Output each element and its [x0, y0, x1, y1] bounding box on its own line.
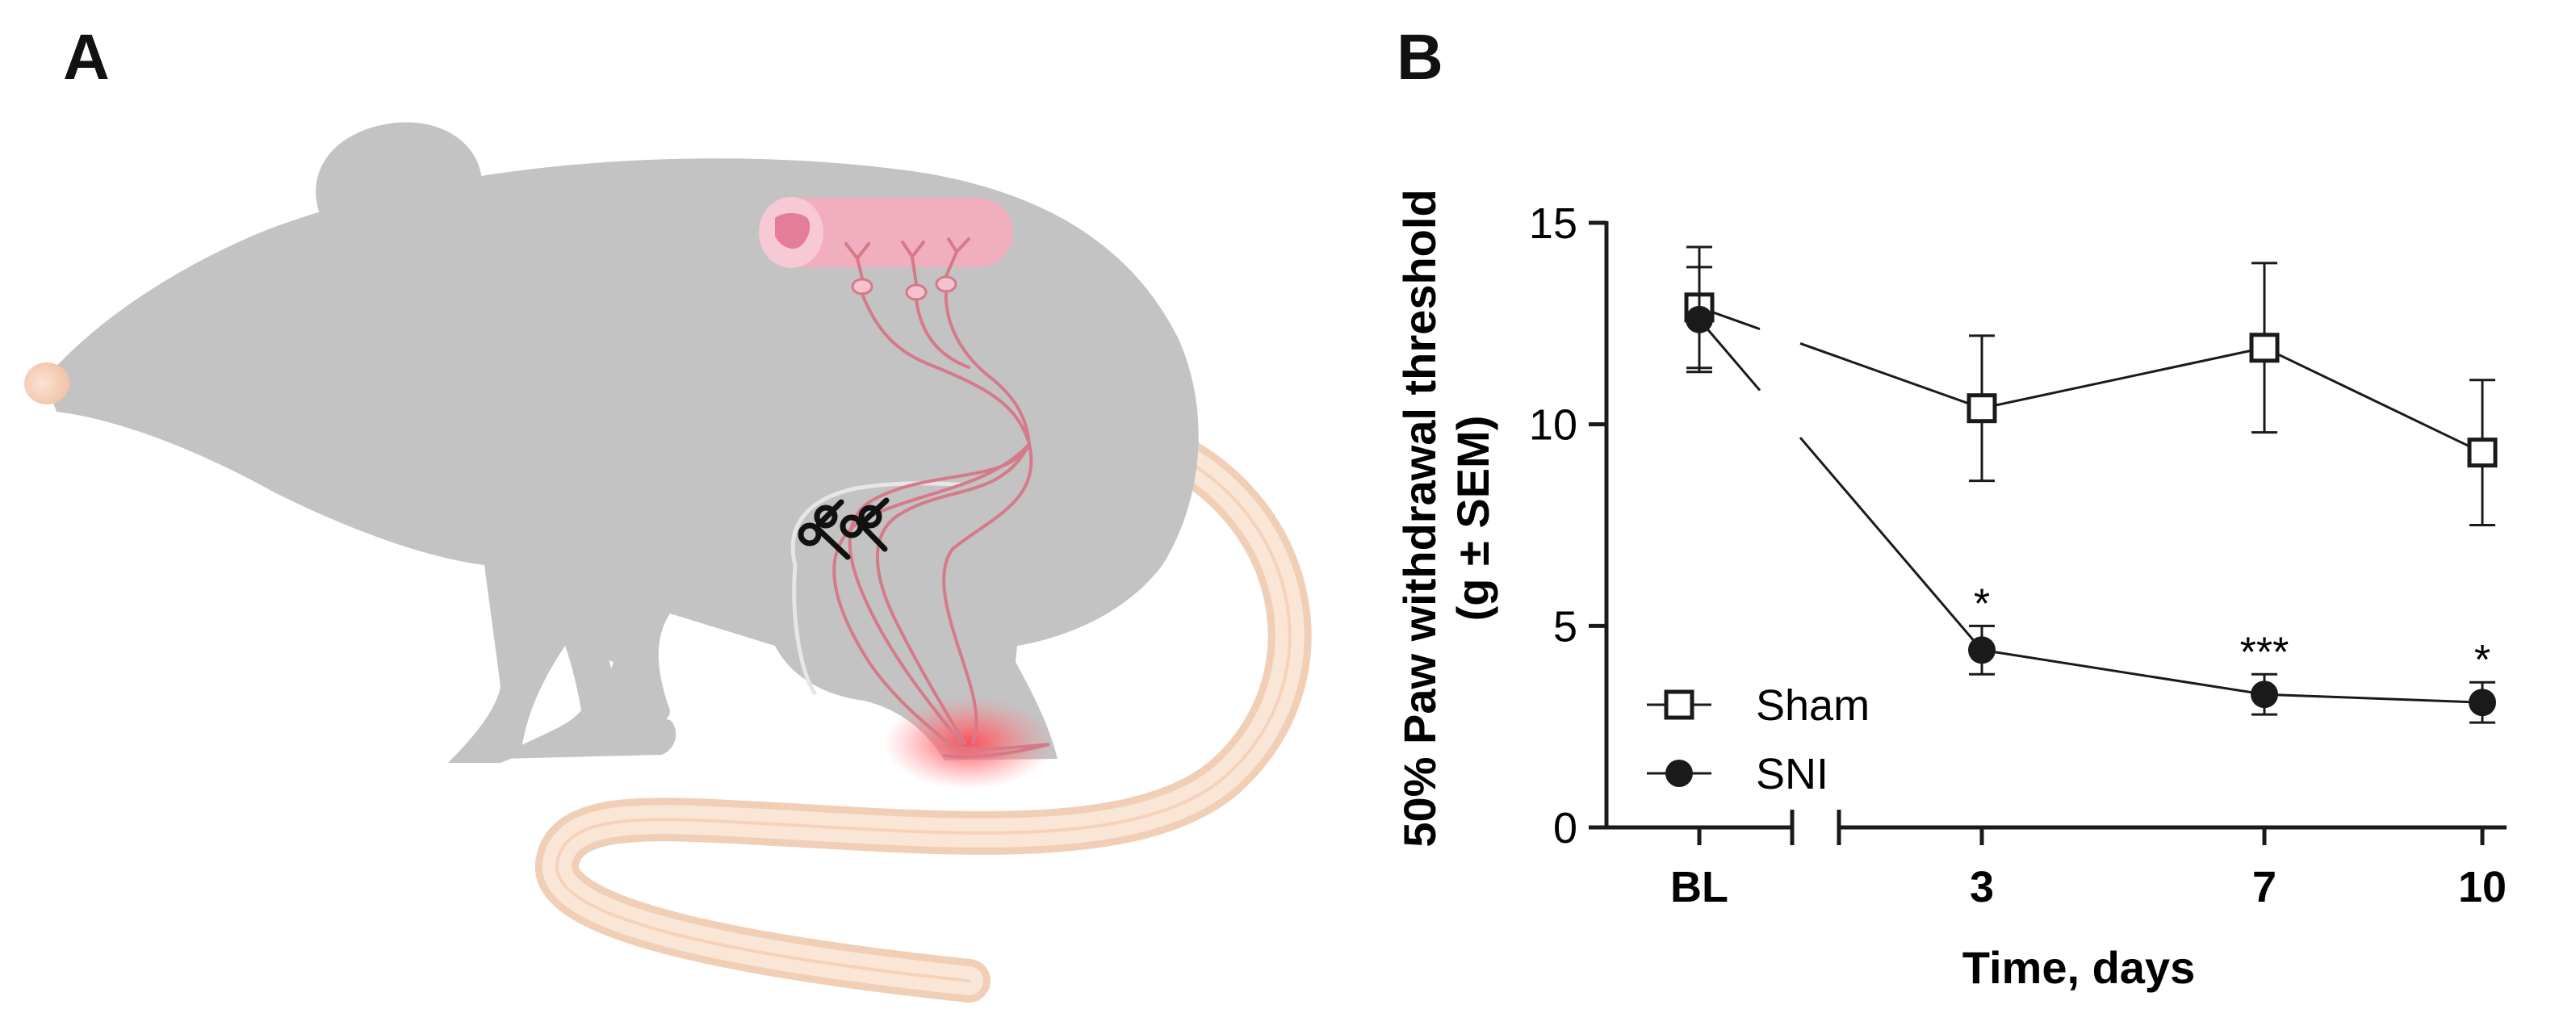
data-point-sni: [2251, 681, 2278, 709]
chart-ticks: 0 5 10 15 BL 3 7 10: [1529, 199, 2507, 911]
sciatic-nerve: [832, 237, 1050, 759]
legend-label: SNI: [1756, 750, 1828, 798]
significance-marker: *: [2474, 637, 2490, 684]
legend-marker-circle: [1665, 760, 1693, 787]
legend-marker-square: [1664, 689, 1694, 720]
series-line-segment: [1981, 648, 2265, 696]
data-point-sham: [2467, 438, 2498, 468]
x-axis-title: Time, days: [1962, 942, 2195, 993]
legend-item-sni: SNI: [1647, 750, 1828, 798]
chart-legend: Sham SNI: [1647, 681, 1870, 798]
panel-a: A: [24, 21, 1312, 1003]
data-point-sham: [2249, 333, 2280, 363]
x-tick-label: 10: [2458, 863, 2507, 911]
scissors-icon: [798, 497, 890, 560]
legend-label: Sham: [1756, 681, 1870, 730]
paw-glow: [884, 696, 1053, 789]
series-line-segment: [1799, 437, 1983, 651]
series-line-segment: [2264, 693, 2483, 704]
significance-annotations: **** *: [1974, 580, 2490, 684]
legend-item-sham: Sham: [1647, 681, 1870, 730]
data-point-sni: [2469, 689, 2496, 717]
data-point-sham: [1967, 393, 1997, 424]
mouse-illustration: [24, 122, 1312, 1003]
panel-a-label: A: [63, 21, 110, 93]
series-line-segment: [1981, 346, 2265, 410]
y-tick-label: 10: [1529, 401, 1577, 450]
series-line-segment: [1698, 318, 1761, 392]
mouse-nose: [24, 362, 69, 404]
significance-marker: ***: [2240, 629, 2289, 676]
y-axis-title-line: 50% Paw withdrawal threshold: [1394, 189, 1445, 847]
x-tick-label: 7: [2252, 863, 2277, 911]
mouse-body: [44, 158, 1199, 764]
mouse-front-leg: [501, 565, 676, 759]
data-point-sni: [1686, 305, 1713, 333]
series-sni: [1686, 266, 2496, 724]
panel-b-label: B: [1397, 21, 1443, 93]
y-axis-title-line: (g ± SEM): [1447, 416, 1498, 622]
x-tick-label: BL: [1670, 863, 1728, 911]
y-axis-title: 50% Paw withdrawal threshold(g ± SEM): [1394, 189, 1498, 847]
series-sham: [1684, 245, 2498, 526]
chart-marks: [1684, 245, 2498, 724]
spinal-cord: [759, 197, 1013, 268]
chart-axes: [1604, 221, 2507, 845]
y-tick-label: 15: [1529, 199, 1577, 248]
y-tick-label: 0: [1553, 804, 1577, 852]
data-point-sni: [1968, 636, 1996, 664]
significance-marker: *: [1974, 580, 1990, 627]
mouse-tail: [534, 430, 1312, 1003]
series-line-segment: [2264, 346, 2483, 454]
series-line-segment: [1799, 342, 1983, 410]
y-tick-label: 5: [1553, 602, 1577, 651]
x-tick-label: 3: [1970, 863, 1994, 911]
